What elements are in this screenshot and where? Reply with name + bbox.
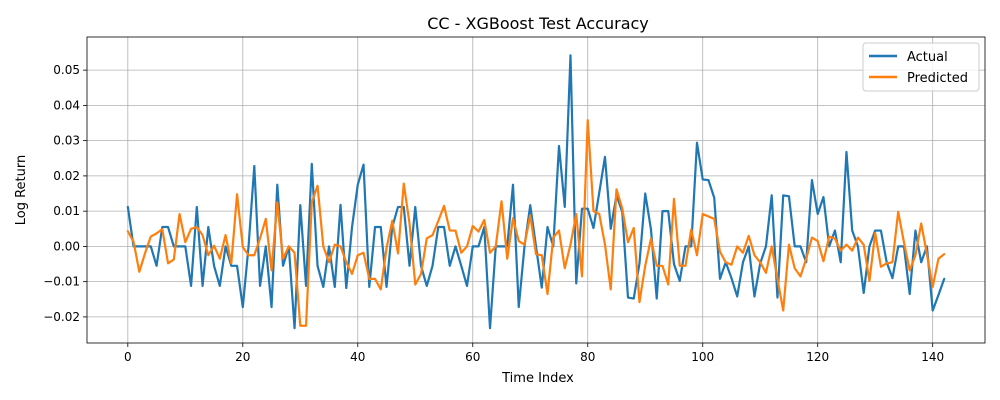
x-tick-label: 0 [124,350,132,364]
x-tick-label: 40 [350,350,365,364]
x-axis-ticks: 0 20 40 60 80 100 120 140 [124,343,944,364]
legend-label-predicted: Predicted [907,71,968,86]
x-tick-label: 100 [691,350,714,364]
y-tick-label: 0.05 [53,63,80,77]
x-tick-label: 80 [580,350,595,364]
x-tick-label: 140 [921,350,944,364]
series-line-actual [126,54,946,330]
series-lines [126,54,946,330]
x-tick-label: 60 [465,350,480,364]
series-line-predicted [126,119,946,327]
x-tick-label: 120 [806,350,829,364]
y-tick-label: 0.04 [53,98,80,112]
y-tick-label: 0.01 [53,204,80,218]
y-tick-label: −0.02 [43,310,80,324]
x-axis-label: Time Index [501,371,574,386]
y-tick-label: 0.03 [53,134,80,148]
y-axis-label: Log Return [14,155,29,226]
legend-label-actual: Actual [907,50,948,65]
y-tick-label: 0.02 [53,169,80,183]
y-axis-ticks: −0.02 −0.01 0.00 0.01 0.02 0.03 0.04 0.05 [43,63,87,324]
y-tick-label: −0.01 [43,275,80,289]
legend: Actual Predicted [862,42,980,92]
y-tick-label: 0.00 [53,239,80,253]
x-tick-label: 20 [235,350,250,364]
axes-frame [86,36,986,344]
chart-title: CC - XGBoost Test Accuracy [427,14,649,33]
